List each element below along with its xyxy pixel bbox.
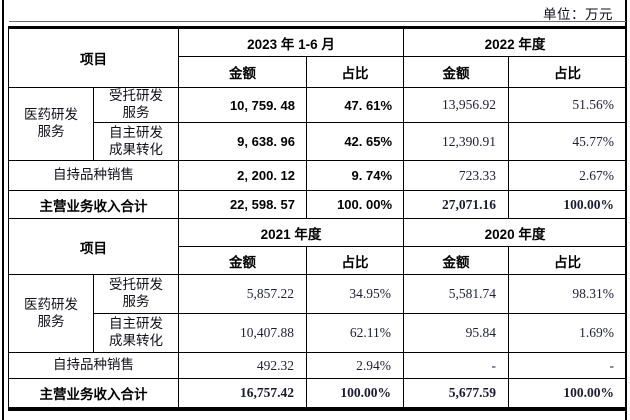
row-label-total: 主营业务收入合计 [8, 378, 179, 407]
cell-amount: 492.32 [178, 352, 307, 379]
cell-ratio: 45.77% [508, 122, 628, 161]
table-row: 金额 占比 金额 占比 [9, 246, 628, 275]
table-row: 自持品种销售 492.32 2.94% - - [8, 352, 628, 379]
row-label-total: 主营业务收入合计 [8, 190, 179, 219]
table-row-total: 主营业务收入合计 22, 598. 57 100. 00% 27,071.16 … [8, 190, 628, 219]
table-row: 项目 2023 年 1-6 月 2022 年度 [8, 27, 628, 88]
row-label-own-products: 自持品种销售 [8, 352, 179, 379]
cell-ratio: 34.95% [305, 274, 405, 314]
header-amount: 金额 [403, 56, 510, 88]
main-revenue-table: 项目 2023 年 1-6 月 2022 年度 金额 占比 金额 占比 医药研发… [8, 26, 628, 411]
cell-amount: 5,581.74 [403, 274, 510, 314]
header-project: 项目 [8, 218, 179, 275]
cell-ratio: 9. 74% [305, 160, 405, 191]
cell-amount: 12,390.91 [403, 122, 510, 161]
cell-amount: 5,857.22 [178, 274, 307, 314]
cell-ratio: 42. 65% [305, 122, 405, 161]
table-bottom-double-rule [8, 406, 626, 411]
cell-ratio: 47. 61% [305, 87, 405, 123]
revenue-table-2021-2020: 项目 2021 年度 2020 年度 金额 占比 金额 占比 医药研发 服务 受… [8, 218, 628, 407]
table-row: 医药研发 服务 受托研发 服务 5,857.22 34.95% 5,581.74… [8, 274, 628, 353]
header-ratio: 占比 [305, 246, 405, 275]
cell-ratio: 1.69% [508, 313, 628, 353]
cell-amount: 10, 759. 48 [178, 87, 307, 123]
page-left-border [2, 0, 4, 420]
cell-ratio: 100.00% [305, 378, 405, 407]
cell-ratio: 98.31% [508, 274, 628, 314]
cell-ratio: - [508, 352, 628, 379]
table-row: 自主研发 成果转化 9, 638. 96 42. 65% 12,390.91 4… [9, 122, 628, 161]
row-label-contract-rd: 受托研发 服务 [93, 87, 179, 123]
cell-amount: 16,757.42 [178, 378, 307, 407]
row-label-contract-rd: 受托研发 服务 [93, 274, 179, 314]
cell-ratio: 62.11% [305, 313, 405, 353]
header-ratio: 占比 [508, 246, 628, 275]
table-row: 医药研发 服务 受托研发 服务 10, 759. 48 47. 61% 13,9… [8, 87, 628, 161]
header-amount: 金额 [178, 56, 307, 88]
table-row: 项目 2021 年度 2020 年度 [8, 218, 628, 275]
unit-label: 单位：万元 [543, 7, 613, 22]
cell-ratio: 100.00% [508, 378, 628, 407]
cell-amount: 2, 200. 12 [178, 160, 307, 191]
cell-ratio: 100.00% [508, 190, 628, 219]
header-amount: 金额 [178, 246, 307, 275]
header-amount: 金额 [403, 246, 510, 275]
table-row-total: 主营业务收入合计 16,757.42 100.00% 5,677.59 100.… [8, 378, 628, 407]
header-period-2023h1: 2023 年 1-6 月 [177, 27, 405, 57]
header-ratio: 占比 [305, 56, 405, 88]
header-period-2021: 2021 年度 [177, 218, 405, 247]
cell-amount: 13,956.92 [403, 87, 510, 123]
revenue-table-2023-2022: 项目 2023 年 1-6 月 2022 年度 金额 占比 金额 占比 医药研发… [8, 26, 628, 219]
row-label-own-products: 自持品种销售 [8, 160, 179, 191]
row-label-self-rd: 自主研发 成果转化 [93, 313, 179, 353]
cell-amount: 723.33 [403, 160, 510, 191]
cell-amount: 9, 638. 96 [178, 122, 307, 161]
header-period-2022: 2022 年度 [403, 27, 628, 57]
cell-ratio: 51.56% [508, 87, 628, 123]
table-row: 自持品种销售 2, 200. 12 9. 74% 723.33 2.67% [8, 160, 628, 191]
table-row: 自主研发 成果转化 10,407.88 62.11% 95.84 1.69% [9, 313, 628, 353]
table-row: 金额 占比 金额 占比 [9, 56, 628, 88]
cell-amount: 22, 598. 57 [178, 190, 307, 219]
cell-ratio: 100. 00% [305, 190, 405, 219]
cell-amount: 5,677.59 [403, 378, 510, 407]
cell-ratio: 2.67% [508, 160, 628, 191]
header-project: 项目 [8, 27, 179, 88]
cell-ratio: 2.94% [305, 352, 405, 379]
cell-amount: 27,071.16 [403, 190, 510, 219]
top-rule [9, 21, 626, 22]
row-label-self-rd: 自主研发 成果转化 [93, 122, 179, 161]
cell-amount: 10,407.88 [178, 313, 307, 353]
group-label-pharma-rd: 医药研发 服务 [8, 274, 94, 353]
group-label-pharma-rd: 医药研发 服务 [8, 87, 94, 161]
header-ratio: 占比 [508, 56, 628, 88]
cell-amount: 95.84 [403, 313, 510, 353]
header-period-2020: 2020 年度 [403, 218, 628, 247]
cell-amount: - [403, 352, 510, 379]
